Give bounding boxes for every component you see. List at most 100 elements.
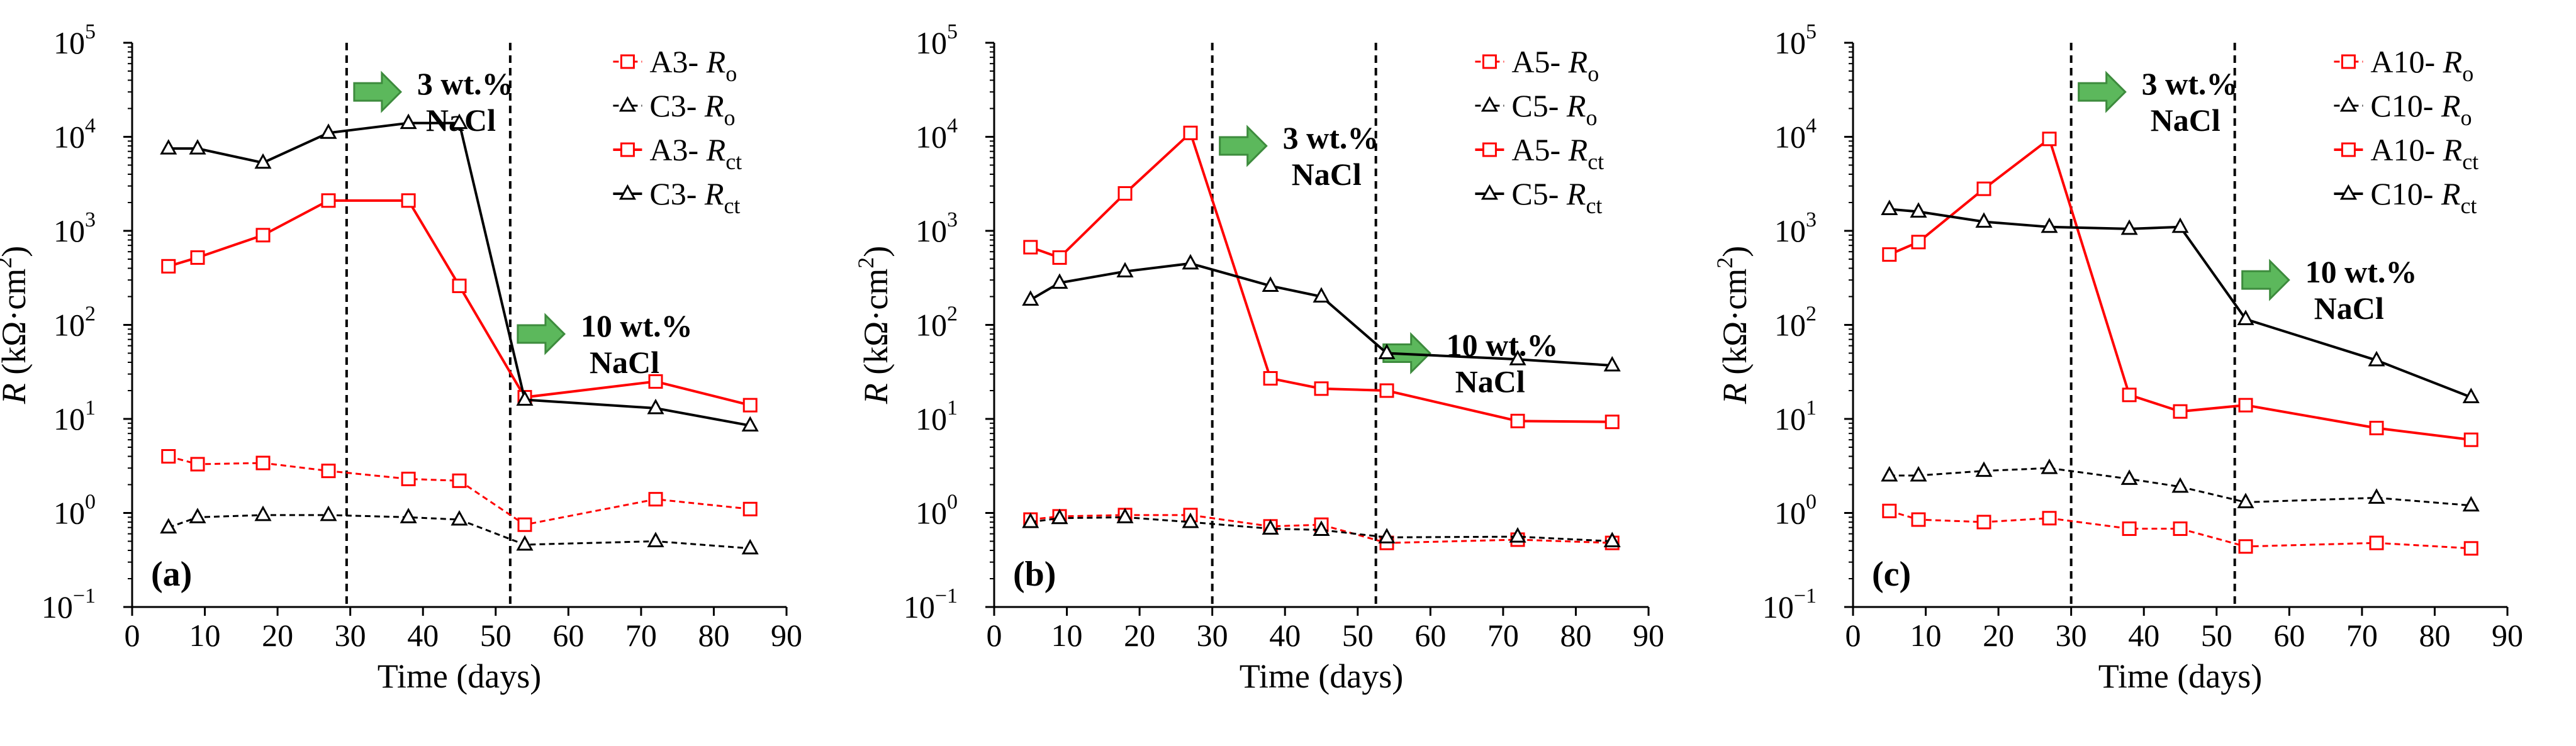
x-tick-label: 90 [771,618,802,653]
data-point [255,228,271,243]
data-point [1881,199,1898,216]
data-point [2463,541,2478,556]
series-line [1889,509,2472,550]
data-point [452,278,467,293]
x-tick-label: 70 [625,618,657,653]
data-point [1023,240,1038,255]
y-tick-label: 10−1 [904,584,958,625]
data-point [320,123,337,139]
annotation-line-2: NaCl [2314,291,2384,326]
data-point [648,374,663,389]
data-point [2238,539,2253,554]
data-point [2237,493,2254,508]
annotation-line-1: 3 wt.% [417,66,513,101]
y-tick-label: 100 [1774,491,1817,531]
data-point [1182,253,1199,270]
data-point [1881,465,1898,482]
data-point [189,139,206,155]
data-point [1052,250,1067,265]
x-tick-label: 10 [1910,618,1942,653]
data-point [1182,512,1199,528]
y-tick-label: 103 [53,208,96,248]
panel-label: (a) [151,555,192,594]
annotation-line-2: NaCl [590,345,659,380]
x-tick-label: 0 [1845,618,1861,653]
y-tick-label: 101 [916,396,958,437]
x-tick-label: 70 [1487,618,1519,653]
y-tick-label: 105 [916,20,958,60]
y-tick-label: 10−1 [42,584,96,625]
x-tick-label: 80 [698,618,729,653]
y-tick-label: 102 [916,303,958,343]
data-point [1910,202,1927,218]
y-tick-label: 10−1 [1762,584,1817,625]
data-point [2368,350,2385,367]
series-line [168,514,751,550]
data-point [1911,512,1926,527]
annotation-line-1: 10 wt.% [2305,254,2417,289]
legend-marker [2341,54,2356,69]
data-point [2369,420,2384,435]
series-c5-rct [1022,253,1621,372]
exposure-annotation: 10 wt.%NaCl [1382,328,1558,399]
data-point [2463,432,2478,447]
series-c3-ro [160,505,759,555]
data-point [2042,131,2057,147]
data-point [742,501,758,516]
data-point [190,457,205,472]
legend-marker [2339,96,2357,112]
data-point [2120,469,2138,485]
data-point [1882,503,1897,518]
data-point [2368,488,2385,504]
y-tick-label: 100 [53,491,96,531]
data-point [451,113,468,130]
chart-panel-1: 0 10 20 30 40 50 60 70 80 90 Time (days) 10−1 100 101… [0,20,802,695]
legend-marker [1482,54,1497,69]
data-point [1604,415,1620,430]
data-point [1378,343,1396,360]
chart-panel-2: 0 10 20 30 40 50 60 70 80 90 Time (days) 10−1 100 101… [853,20,1664,695]
data-point [741,538,759,555]
data-point [1976,181,1991,196]
data-point [1262,519,1279,535]
data-point [1603,355,1621,372]
x-tick-label: 60 [552,618,584,653]
arrow-right-icon [353,70,403,113]
arrow-right-icon [1219,125,1268,167]
legend-marker [2339,184,2357,200]
x-axis-label: Time (days) [378,657,542,695]
legend-marker [619,184,636,200]
data-point [1262,276,1279,292]
legend-entry-label: C10- Ro [2370,88,2472,130]
legend-marker [1481,184,1498,200]
data-point [2041,459,2058,474]
data-point [2462,496,2480,512]
legend-marker [620,54,635,69]
data-point [401,193,416,208]
x-tick-label: 50 [2201,618,2232,653]
series-a5-rct [1023,125,1620,430]
data-point [1976,515,1991,530]
data-point [2120,219,2138,235]
data-point [1975,461,1993,477]
data-point [517,517,532,532]
legend-entry-label: C10- Rct [2370,176,2477,218]
arrow-right-icon [2078,70,2127,113]
exposure-annotation: 3 wt.%NaCl [1219,120,1379,192]
data-point [516,390,534,406]
legend-marker [2341,142,2356,157]
data-point [401,471,416,486]
legend-entry-label: A3- Rct [649,132,742,174]
legend-entry-label: C3- Ro [649,88,735,130]
data-point [321,464,336,479]
y-axis-label: R (kΩ·cm2) [1712,246,1754,405]
legend-entry-label: A5- Ro [1511,44,1599,86]
legend-entry-label: A3- Ro [649,44,737,86]
data-point [1022,512,1039,528]
y-tick-label: 104 [916,114,958,155]
x-tick-label: 80 [1560,618,1591,653]
y-tick-label: 101 [53,396,96,437]
x-axis-label: Time (days) [1240,657,1404,695]
